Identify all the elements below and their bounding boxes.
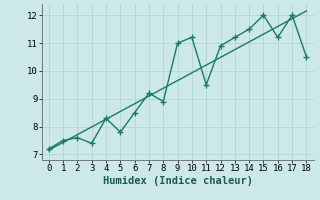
X-axis label: Humidex (Indice chaleur): Humidex (Indice chaleur) <box>103 176 252 186</box>
